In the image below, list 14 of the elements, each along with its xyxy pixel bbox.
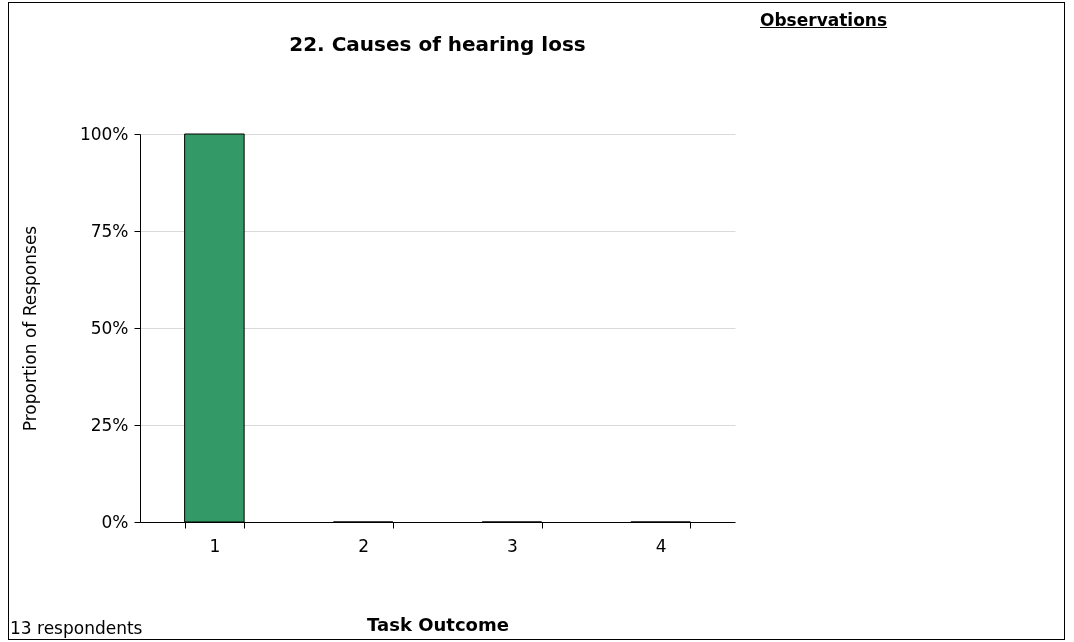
x-axis-title: Task Outcome	[367, 613, 509, 635]
y-tick-label: 50%	[90, 317, 129, 338]
x-tick-label: 2	[358, 535, 370, 556]
x-tick-label: 1	[209, 535, 221, 556]
chart-title: 22. Causes of hearing loss	[289, 32, 586, 56]
x-tick-label: 3	[506, 535, 518, 556]
y-tick-label: 25%	[90, 414, 129, 435]
text: Observations	[760, 10, 888, 30]
text: 13 respondents	[10, 618, 143, 638]
y-tick-label: 75%	[90, 220, 129, 241]
x-tick-label: 4	[655, 535, 667, 556]
y-tick-label: 0%	[101, 511, 129, 532]
y-tick-label: 100%	[79, 123, 129, 144]
y-axis-title: Proportion of Responses	[19, 225, 40, 432]
